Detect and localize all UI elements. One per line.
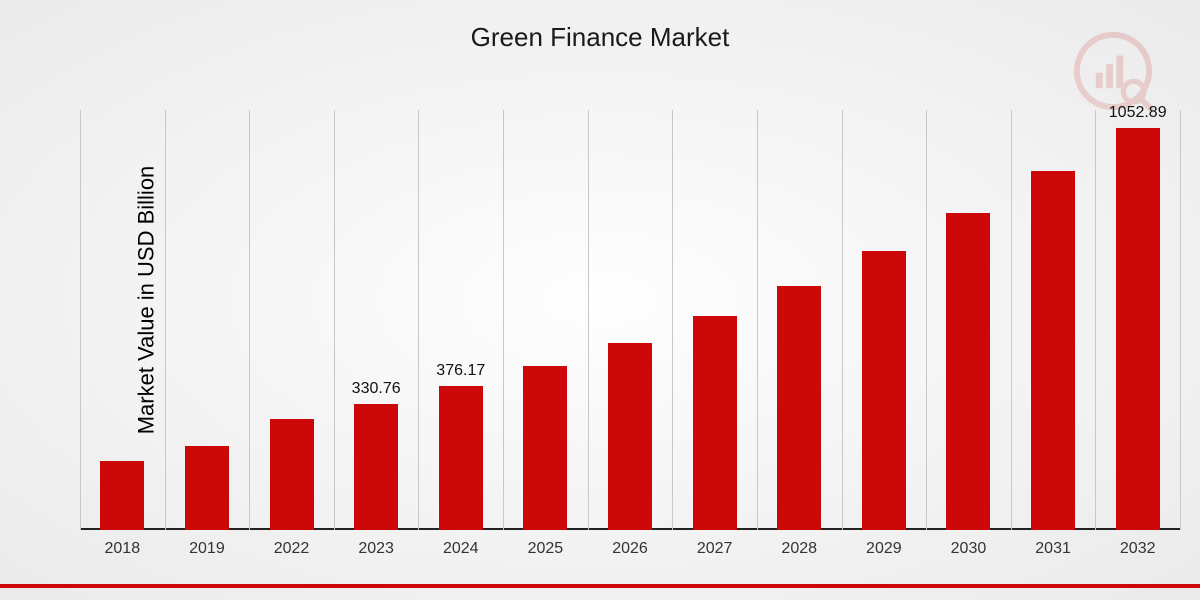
x-tick-label: 2027 [675,540,755,558]
gridline [418,110,419,530]
gridline [165,110,166,530]
bar [270,419,314,530]
gridline [1180,110,1181,530]
gridline [249,110,250,530]
x-tick-label: 2019 [167,540,247,558]
x-tick-label: 2031 [1013,540,1093,558]
x-tick-label: 2023 [336,540,416,558]
x-tick-label: 2032 [1098,540,1178,558]
bar [439,386,483,530]
bar [354,404,398,530]
gridline [334,110,335,530]
chart-plot-area: 330.76376.171052.89 [80,110,1180,530]
bar [608,343,652,530]
gridline [503,110,504,530]
gridline [757,110,758,530]
bar [693,316,737,530]
bar [523,366,567,530]
bar-value-label: 376.17 [416,362,506,380]
bar-value-label: 1052.89 [1093,104,1183,122]
x-tick-label: 2030 [928,540,1008,558]
x-tick-label: 2028 [759,540,839,558]
gridline [672,110,673,530]
x-tick-label: 2022 [252,540,332,558]
bar [1116,128,1160,530]
x-tick-label: 2026 [590,540,670,558]
watermark-logo-icon [1070,28,1156,114]
x-tick-label: 2024 [421,540,501,558]
gridline [926,110,927,530]
bar [777,286,821,530]
bar [946,213,990,530]
gridline [588,110,589,530]
bar-value-label: 330.76 [331,380,421,398]
bar [100,461,144,530]
bar [1031,171,1075,530]
gridline [842,110,843,530]
x-tick-label: 2025 [505,540,585,558]
bar [185,446,229,530]
gridline [80,110,81,530]
gridline [1095,110,1096,530]
bar [862,251,906,530]
x-tick-label: 2029 [844,540,924,558]
chart-title: Green Finance Market [0,22,1200,53]
bottom-red-strip [0,584,1200,588]
x-tick-label: 2018 [82,540,162,558]
gridline [1011,110,1012,530]
